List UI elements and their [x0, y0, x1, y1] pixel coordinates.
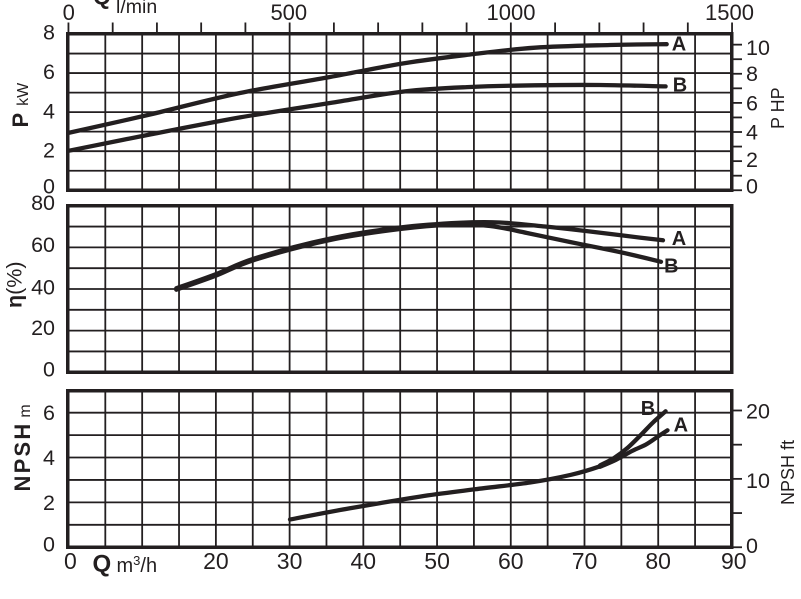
svg-text:Q: Q [93, 551, 112, 578]
svg-text:30: 30 [277, 548, 303, 574]
svg-text:2: 2 [43, 491, 55, 515]
svg-text:A: A [672, 228, 686, 250]
svg-text:l/min: l/min [116, 0, 157, 18]
svg-text:90: 90 [721, 548, 747, 574]
svg-text:500: 500 [270, 0, 307, 25]
svg-text:60: 60 [498, 548, 524, 574]
svg-text:2: 2 [746, 148, 758, 172]
svg-text:80: 80 [31, 191, 55, 215]
svg-text:6: 6 [43, 60, 55, 84]
svg-text:NPSH ft: NPSH ft [778, 440, 798, 505]
svg-text:0: 0 [43, 532, 55, 556]
svg-text:20: 20 [31, 316, 55, 340]
svg-text:1000: 1000 [487, 0, 536, 25]
svg-text:1500: 1500 [705, 0, 754, 25]
svg-text:10: 10 [746, 36, 770, 60]
svg-text:20: 20 [203, 548, 229, 574]
svg-text:B: B [664, 256, 678, 278]
svg-text:6: 6 [43, 401, 55, 425]
svg-text:Q: Q [93, 0, 111, 9]
svg-text:40: 40 [351, 548, 377, 574]
svg-text:20: 20 [746, 400, 770, 424]
svg-text:4: 4 [43, 99, 55, 123]
svg-text:0: 0 [746, 534, 758, 558]
svg-text:40: 40 [31, 276, 55, 300]
svg-text:4: 4 [746, 120, 758, 144]
svg-text:0: 0 [43, 357, 55, 381]
svg-text:A: A [674, 414, 688, 436]
svg-text:60: 60 [31, 233, 55, 257]
svg-text:2: 2 [43, 138, 55, 162]
svg-text:80: 80 [645, 548, 671, 574]
svg-text:P HP: P HP [768, 87, 788, 129]
svg-text:6: 6 [746, 91, 758, 115]
svg-text:0: 0 [64, 548, 77, 574]
svg-text:0: 0 [63, 0, 75, 25]
svg-text:0: 0 [43, 175, 55, 199]
svg-text:4: 4 [43, 446, 55, 470]
svg-text:η(%): η(%) [3, 261, 27, 308]
svg-text:10: 10 [746, 469, 770, 493]
svg-text:50: 50 [424, 548, 450, 574]
svg-text:70: 70 [572, 548, 598, 574]
svg-text:B: B [673, 75, 687, 97]
svg-text:0: 0 [746, 175, 758, 199]
svg-text:A: A [672, 34, 686, 56]
svg-text:B: B [641, 398, 655, 420]
svg-text:8: 8 [746, 62, 758, 86]
svg-text:8: 8 [43, 21, 55, 45]
